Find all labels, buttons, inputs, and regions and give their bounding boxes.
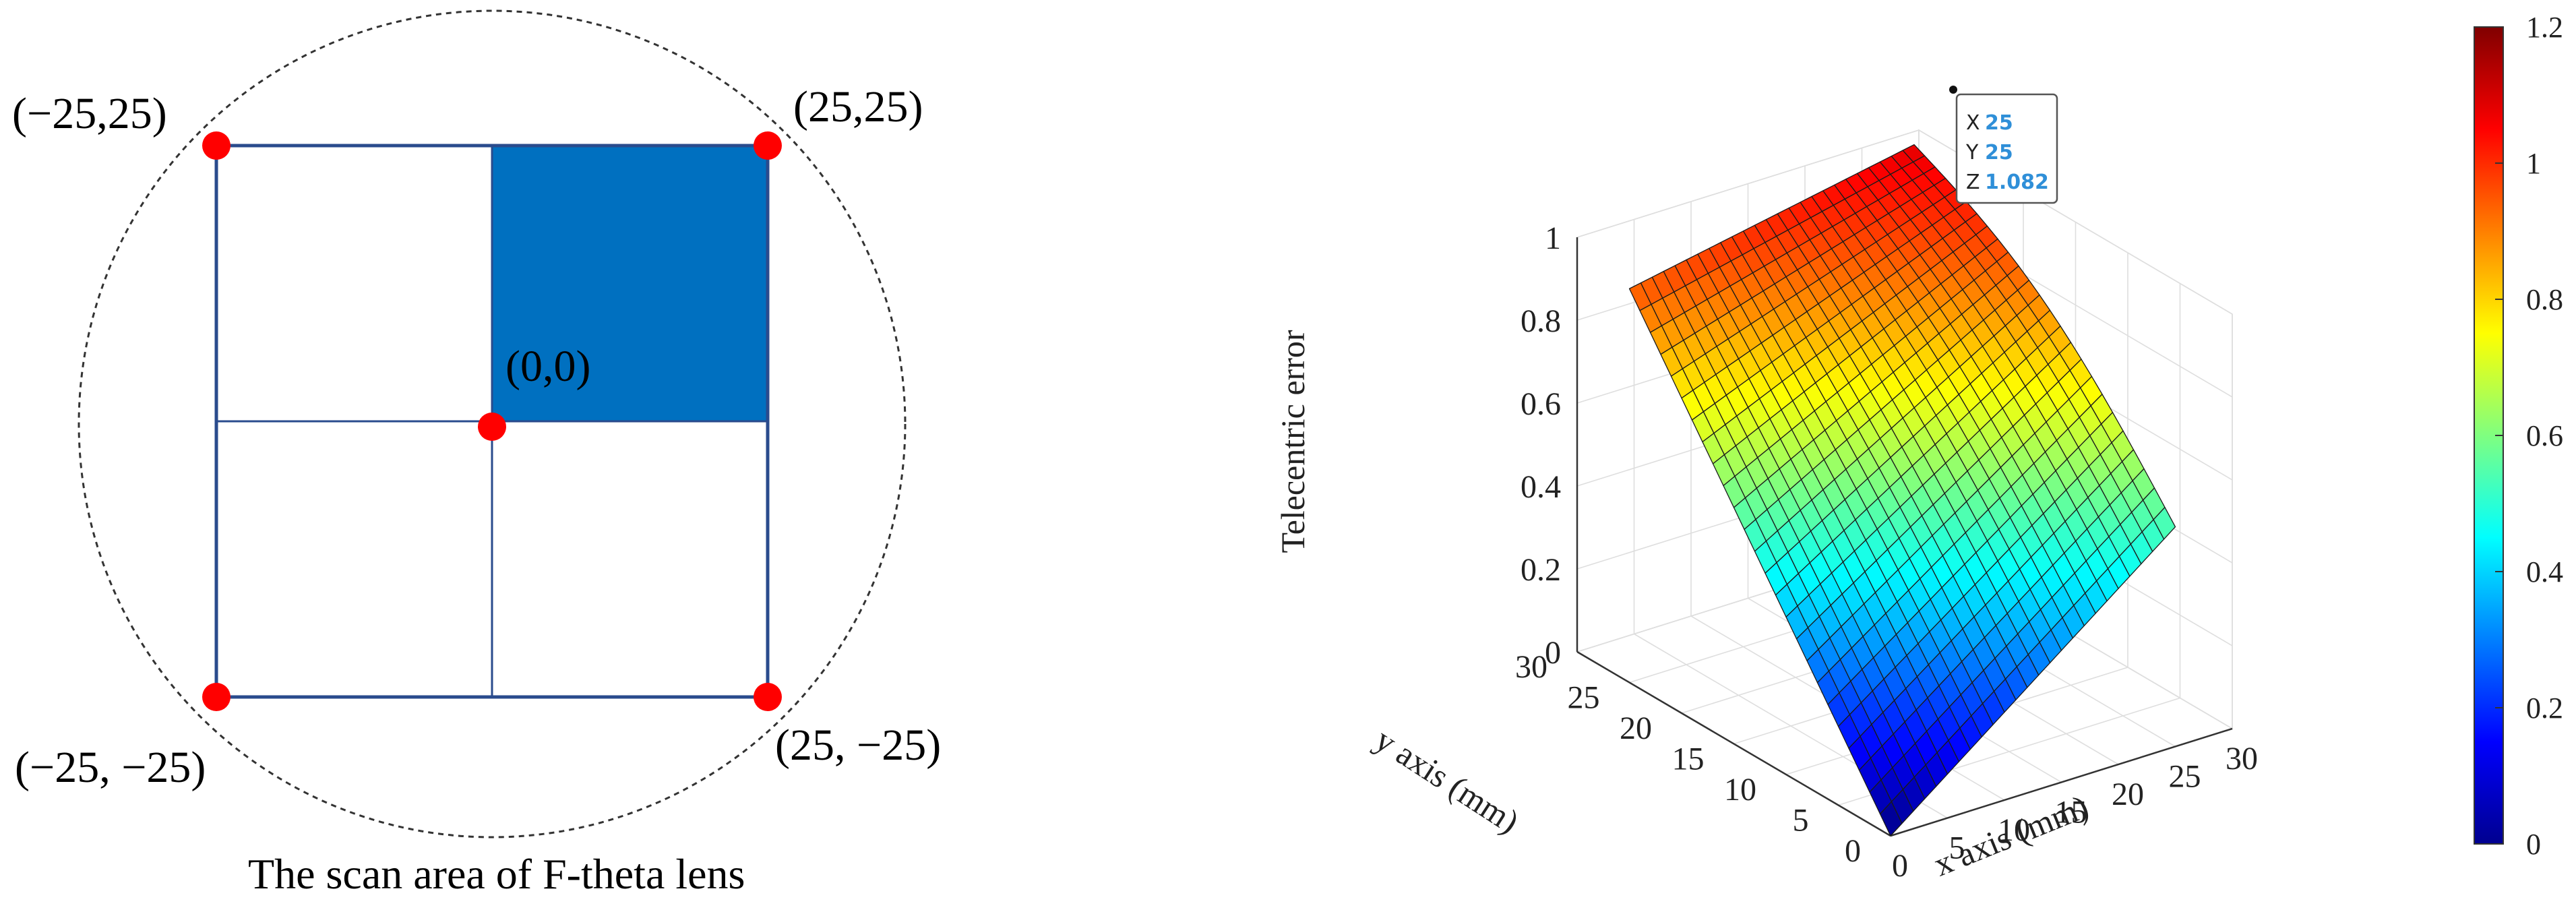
y-tick-label: 0	[1845, 833, 1861, 869]
x-tick-label: 25	[2169, 759, 2201, 795]
colorbar-tick-label: 0.2	[2526, 692, 2563, 725]
datatip-marker	[1949, 86, 1957, 94]
z-axis-label: Telecentric error	[1274, 330, 1312, 553]
colorbar-tick-label: 0.8	[2526, 283, 2563, 316]
label-top-left: (−25,25)	[12, 89, 167, 138]
corner-point-top-left	[202, 131, 231, 160]
y-tick-label: 10	[1724, 772, 1756, 808]
datatip-x-label: X	[1966, 111, 1980, 135]
x-tick-label: 15	[2055, 795, 2087, 830]
diagram-caption: The scan area of F-theta lens	[248, 850, 745, 898]
y-tick-labels: 05 10 15 20 25 30	[1515, 649, 1861, 869]
label-bottom-right: (25, −25)	[775, 721, 941, 770]
colorbar-tick-label: 1	[2526, 147, 2541, 180]
corner-point-bottom-left	[202, 683, 231, 711]
datatip-z-value: 1.082	[1985, 171, 2049, 194]
axes-lines	[1576, 237, 2233, 837]
datatip: X 25 Y 25 Z 1.082	[1955, 93, 2058, 204]
z-tick-label: 0	[1545, 635, 1561, 671]
z-tick-labels: 0 0.2 0.4 0.6 0.8 1	[1521, 220, 1561, 671]
datatip-y-label: Y	[1965, 141, 1979, 164]
y-tick-label: 5	[1793, 803, 1809, 839]
surface	[1628, 144, 2176, 837]
z-tick-label: 1	[1545, 220, 1561, 256]
label-top-right: (25,25)	[793, 82, 923, 131]
surface-cell	[1879, 801, 1903, 837]
z-tick-label: 0.2	[1521, 552, 1561, 588]
z-tick-label: 0.4	[1521, 469, 1561, 505]
center-point	[478, 413, 506, 441]
x-axis-line	[1890, 727, 2233, 837]
x-tick-label: 5	[1949, 830, 1965, 866]
scan-field-circle	[78, 9, 907, 839]
highlighted-quadrant	[492, 146, 768, 421]
corner-point-bottom-right	[754, 683, 782, 711]
x-tick-label: 20	[2112, 777, 2144, 812]
label-bottom-left: (−25, −25)	[15, 743, 206, 792]
colorbar-tick-label: 1.2	[2526, 11, 2563, 44]
y-axis-label: y axis (mm)	[1369, 720, 1526, 841]
y-tick-label: 20	[1620, 710, 1652, 746]
z-tick-label: 0.8	[1521, 303, 1561, 339]
y-tick-label: 15	[1672, 741, 1705, 777]
x-tick-label: 30	[2226, 741, 2258, 777]
datatip-box	[1955, 93, 2058, 204]
colorbar-tick-label: 0.6	[2526, 419, 2563, 452]
y-tick-label: 30	[1515, 649, 1547, 685]
datatip-y-value: 25	[1985, 141, 2013, 164]
y-tick-label: 25	[1568, 680, 1600, 716]
x-tick-label: 0	[1892, 848, 1908, 884]
x-tick-label: 10	[1998, 812, 2030, 848]
scan-area-diagram: (−25,25) (25,25) (0,0) (−25, −25) (25, −…	[12, 9, 941, 898]
datatip-x-value: 25	[1985, 111, 2013, 135]
colorbar-ticks: 0 0.2 0.4 0.6 0.8 1 1.2	[2495, 11, 2563, 861]
label-center: (0,0)	[505, 342, 590, 391]
corner-point-top-right	[754, 131, 782, 160]
y-axis-line	[1576, 650, 1891, 837]
z-tick-label: 0.6	[1521, 386, 1561, 422]
colorbar-tick-label: 0	[2526, 828, 2541, 861]
colorbar-tick-label: 0.4	[2526, 555, 2563, 588]
datatip-z-label: Z	[1966, 171, 1980, 194]
x-tick-labels: 0 5 10 15 20 25 30	[1892, 741, 2258, 884]
